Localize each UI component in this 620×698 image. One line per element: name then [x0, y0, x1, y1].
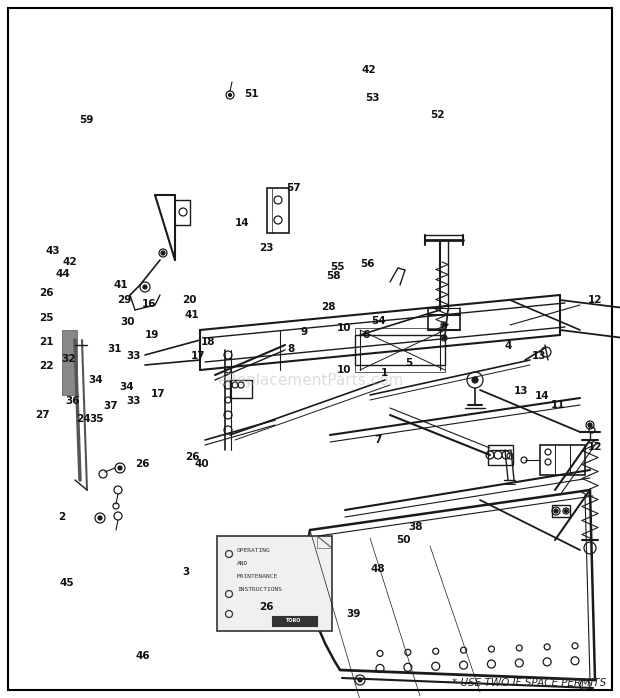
Text: 12: 12 — [588, 295, 603, 305]
Text: 56: 56 — [360, 259, 375, 269]
Text: 33: 33 — [126, 396, 141, 406]
Text: eReplacementParts.com: eReplacementParts.com — [217, 373, 403, 387]
Text: 12: 12 — [588, 442, 603, 452]
Text: 14: 14 — [535, 392, 550, 401]
Bar — [488, 445, 513, 465]
Bar — [272, 616, 317, 626]
Text: 41: 41 — [113, 280, 128, 290]
Text: 5: 5 — [405, 358, 413, 368]
Text: 48: 48 — [371, 564, 386, 574]
Text: 46: 46 — [135, 651, 150, 661]
Bar — [540, 445, 585, 475]
Text: 10: 10 — [337, 365, 352, 375]
Circle shape — [229, 94, 231, 96]
Text: 7: 7 — [374, 435, 382, 445]
Text: 43: 43 — [45, 246, 60, 256]
Bar — [552, 505, 570, 517]
Circle shape — [143, 285, 147, 289]
Text: 44: 44 — [56, 269, 71, 279]
Text: 58: 58 — [326, 271, 340, 281]
Text: 16: 16 — [141, 299, 156, 309]
Text: MAINTENANCE: MAINTENANCE — [237, 574, 278, 579]
Text: 26: 26 — [185, 452, 200, 462]
Text: 17: 17 — [191, 351, 206, 361]
Circle shape — [443, 323, 446, 327]
Circle shape — [443, 336, 446, 339]
Text: 42: 42 — [63, 257, 78, 267]
Text: 20: 20 — [182, 295, 197, 305]
Text: 11: 11 — [551, 400, 565, 410]
Circle shape — [588, 423, 592, 427]
Circle shape — [358, 678, 362, 682]
Text: 39: 39 — [346, 609, 361, 619]
Text: OPERATING: OPERATING — [237, 548, 271, 553]
Text: 45: 45 — [59, 578, 74, 588]
Bar — [217, 536, 332, 631]
Text: 6: 6 — [362, 330, 370, 340]
Text: 26: 26 — [39, 288, 54, 298]
Text: * USE TWO IF SPACE PERMITS: * USE TWO IF SPACE PERMITS — [452, 678, 606, 688]
Text: 23: 23 — [259, 243, 274, 253]
Circle shape — [564, 510, 567, 512]
Text: 26: 26 — [259, 602, 274, 612]
Text: 52: 52 — [430, 110, 445, 120]
Bar — [355, 335, 445, 365]
Text: 24: 24 — [76, 414, 91, 424]
Circle shape — [118, 466, 122, 470]
Text: TORO: TORO — [286, 618, 302, 623]
Text: 26: 26 — [135, 459, 150, 469]
Circle shape — [554, 509, 558, 513]
Text: 32: 32 — [61, 355, 76, 364]
Circle shape — [472, 377, 478, 383]
Text: 10: 10 — [337, 323, 352, 333]
Text: 14: 14 — [234, 218, 249, 228]
Circle shape — [98, 516, 102, 520]
Text: 41: 41 — [185, 311, 200, 320]
Text: 8: 8 — [288, 344, 295, 354]
Text: 1: 1 — [381, 369, 388, 378]
Text: 38: 38 — [408, 522, 423, 532]
Text: 29: 29 — [117, 295, 131, 305]
Text: 35: 35 — [89, 414, 104, 424]
Text: 19: 19 — [144, 330, 159, 340]
Text: 17: 17 — [151, 389, 166, 399]
Circle shape — [161, 251, 165, 255]
Text: 2: 2 — [58, 512, 66, 521]
Text: 28: 28 — [321, 302, 336, 312]
Bar — [267, 188, 289, 233]
Bar — [230, 380, 252, 398]
Text: 27: 27 — [35, 410, 50, 420]
Text: 51: 51 — [244, 89, 259, 99]
Text: 4: 4 — [505, 341, 512, 350]
Text: 34: 34 — [89, 376, 104, 385]
Text: 13: 13 — [532, 351, 547, 361]
Text: 25: 25 — [39, 313, 54, 322]
Text: 55: 55 — [330, 262, 345, 272]
Text: 57: 57 — [286, 184, 301, 193]
Text: 22: 22 — [39, 362, 54, 371]
Text: 34: 34 — [120, 383, 135, 392]
Text: 36: 36 — [65, 396, 80, 406]
Text: 40: 40 — [194, 459, 209, 469]
Text: 31: 31 — [107, 344, 122, 354]
Text: AND: AND — [237, 561, 248, 566]
Text: 33: 33 — [126, 351, 141, 361]
Text: 9: 9 — [300, 327, 308, 336]
Text: 37: 37 — [103, 401, 118, 411]
Text: 59: 59 — [79, 115, 94, 125]
Text: 50: 50 — [396, 535, 410, 544]
Text: 3: 3 — [182, 567, 190, 577]
Text: 18: 18 — [200, 337, 215, 347]
Text: 13: 13 — [513, 386, 528, 396]
Text: 54: 54 — [371, 316, 386, 326]
Bar — [355, 328, 445, 372]
Text: 30: 30 — [120, 318, 135, 327]
Text: 53: 53 — [365, 93, 379, 103]
Bar — [62, 330, 77, 395]
Text: INSTRUCTIONS: INSTRUCTIONS — [237, 587, 282, 592]
Text: 21: 21 — [39, 337, 54, 347]
Text: 42: 42 — [361, 65, 376, 75]
